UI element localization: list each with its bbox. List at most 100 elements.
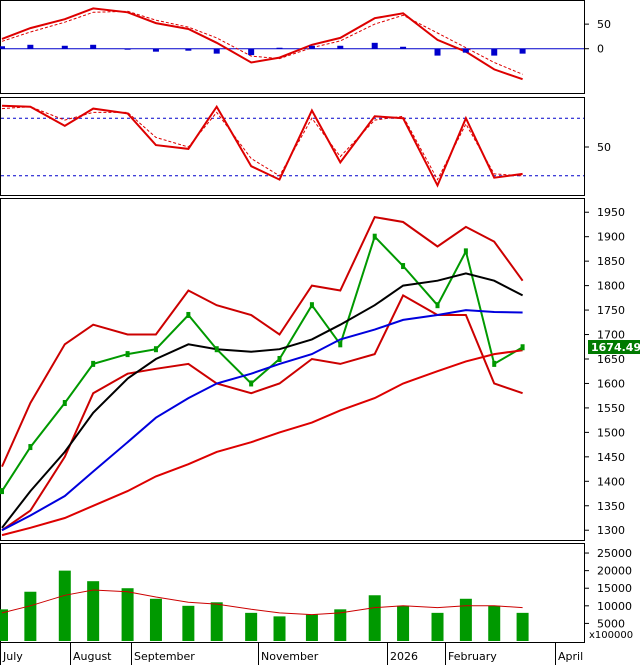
volume-bar <box>368 595 381 641</box>
price-panel: 1300 1350 1400 1450 1500 1550 1600 1650 1700 1750… <box>0 206 625 537</box>
macd-histogram-bar <box>248 48 255 56</box>
volume-tick-label: 15000 <box>597 582 632 595</box>
price-tick-label: 1400 <box>597 475 625 488</box>
stochastic-tick-label: 50 <box>597 141 611 154</box>
price-close-marker <box>401 263 406 270</box>
stochastic-panel: 50 <box>1 104 611 188</box>
price-close-marker <box>435 302 440 309</box>
price-tick-label: 1450 <box>597 451 625 464</box>
volume-bar <box>431 612 444 641</box>
macd-signal-line <box>1 10 523 75</box>
x-tick-label: February <box>448 650 497 663</box>
price-tick-label: 1300 <box>597 524 625 537</box>
macd-histogram-bar <box>491 48 498 56</box>
price-tick-label: 1850 <box>597 255 625 268</box>
macd-histogram-bar <box>434 48 441 56</box>
volume-panel: 25000 20000 15000 10000 5000 <box>0 547 632 641</box>
price-close-marker <box>153 346 158 353</box>
x-tick-label: November <box>261 650 319 663</box>
price-close-marker <box>62 400 67 407</box>
macd-histogram-bar <box>276 47 283 49</box>
volume-tick-label: 25000 <box>597 547 632 560</box>
volume-moving-average-line <box>1 589 523 616</box>
macd-macd-line <box>1 7 523 81</box>
price-close-marker <box>186 311 191 318</box>
volume-panel-frame <box>0 543 585 643</box>
volume-tick-label: 5000 <box>597 617 625 630</box>
volume-bar <box>121 588 134 641</box>
volume-bar <box>305 614 318 641</box>
macd-histogram-bar <box>462 48 469 53</box>
volume-bar <box>273 616 286 641</box>
last-price-badge: 1674.490 <box>588 340 640 355</box>
macd-histogram-bar <box>124 48 131 50</box>
volume-bar <box>210 602 223 641</box>
x-tick-label: April <box>558 650 583 663</box>
price-close-marker <box>309 302 314 309</box>
stochastic-pct-D-line <box>1 106 523 181</box>
price-close-marker <box>91 360 96 367</box>
x-axis: July August September November 2026 February A… <box>0 643 583 665</box>
volume-unit-label: x100000 <box>589 630 633 641</box>
price-tick-label: 1800 <box>597 280 625 293</box>
volume-bar <box>87 581 100 641</box>
price-close-line <box>1 234 524 492</box>
price-close-marker <box>28 444 33 451</box>
macd-histogram-bar <box>27 44 34 49</box>
volume-bar <box>334 609 347 641</box>
price-tick-label: 1500 <box>597 426 625 439</box>
x-tick-label: July <box>2 650 23 663</box>
x-tick-label: August <box>73 650 112 663</box>
volume-tick-label: 20000 <box>597 565 632 578</box>
price-close-marker <box>338 341 343 348</box>
volume-bar <box>0 609 8 641</box>
stochastic-pct-K-line <box>1 104 523 188</box>
macd-histogram-bar <box>90 44 97 49</box>
volume-bar <box>516 612 529 641</box>
price-close-marker <box>463 248 468 255</box>
price-close-marker <box>249 380 254 387</box>
macd-histogram-bar <box>371 42 378 49</box>
price-tick-label: 1750 <box>597 304 625 317</box>
price-panel-frame <box>0 198 585 541</box>
macd-histogram-bar <box>519 48 526 54</box>
volume-bar <box>245 612 258 641</box>
price-moving-average-mid-line <box>1 309 523 532</box>
price-close-marker <box>277 355 282 362</box>
price-tick-label: 1900 <box>597 231 625 244</box>
last-price-label: 1674.490 <box>591 341 640 354</box>
macd-tick-label: 0 <box>597 43 604 56</box>
volume-bar <box>488 605 501 641</box>
volume-bar <box>58 570 71 641</box>
volume-bar <box>397 605 410 641</box>
macd-histogram-bar <box>400 46 407 49</box>
price-close-marker <box>492 360 497 367</box>
price-close-marker <box>372 233 377 240</box>
volume-bar <box>24 591 37 641</box>
x-tick-label: 2026 <box>390 650 418 663</box>
macd-panel: 50 0 <box>0 7 611 81</box>
price-close-marker <box>125 351 130 358</box>
volume-bar <box>459 598 472 641</box>
price-close-marker <box>0 488 4 495</box>
macd-histogram-bar <box>152 48 159 52</box>
volume-bar <box>149 598 162 641</box>
price-close-marker <box>214 346 219 353</box>
price-tick-label: 1700 <box>597 329 625 342</box>
macd-histogram-bar <box>185 48 192 51</box>
price-moving-average-short-line <box>1 272 524 529</box>
price-bollinger-lower-line <box>1 294 523 532</box>
price-tick-label: 1650 <box>597 353 625 366</box>
x-tick-label: September <box>134 650 195 663</box>
price-tick-label: 1600 <box>597 377 625 390</box>
macd-histogram-bar <box>213 48 220 54</box>
volume-bar <box>182 605 195 641</box>
price-tick-label: 1550 <box>597 402 625 415</box>
macd-histogram-bar <box>61 45 68 49</box>
macd-histogram-bar <box>0 46 5 49</box>
macd-histogram-bar <box>308 45 315 49</box>
macd-tick-label: 50 <box>597 18 611 31</box>
macd-histogram-bar <box>337 45 344 49</box>
price-tick-label: 1350 <box>597 500 625 513</box>
